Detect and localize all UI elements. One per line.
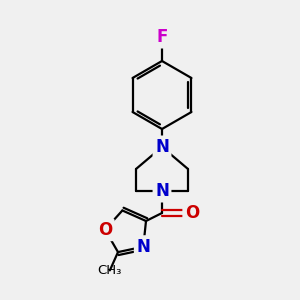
- Text: N: N: [136, 238, 150, 256]
- Text: N: N: [155, 138, 169, 156]
- Text: F: F: [156, 28, 168, 46]
- Text: O: O: [98, 221, 112, 239]
- Text: N: N: [155, 182, 169, 200]
- Text: O: O: [185, 204, 199, 222]
- Text: CH₃: CH₃: [98, 264, 122, 277]
